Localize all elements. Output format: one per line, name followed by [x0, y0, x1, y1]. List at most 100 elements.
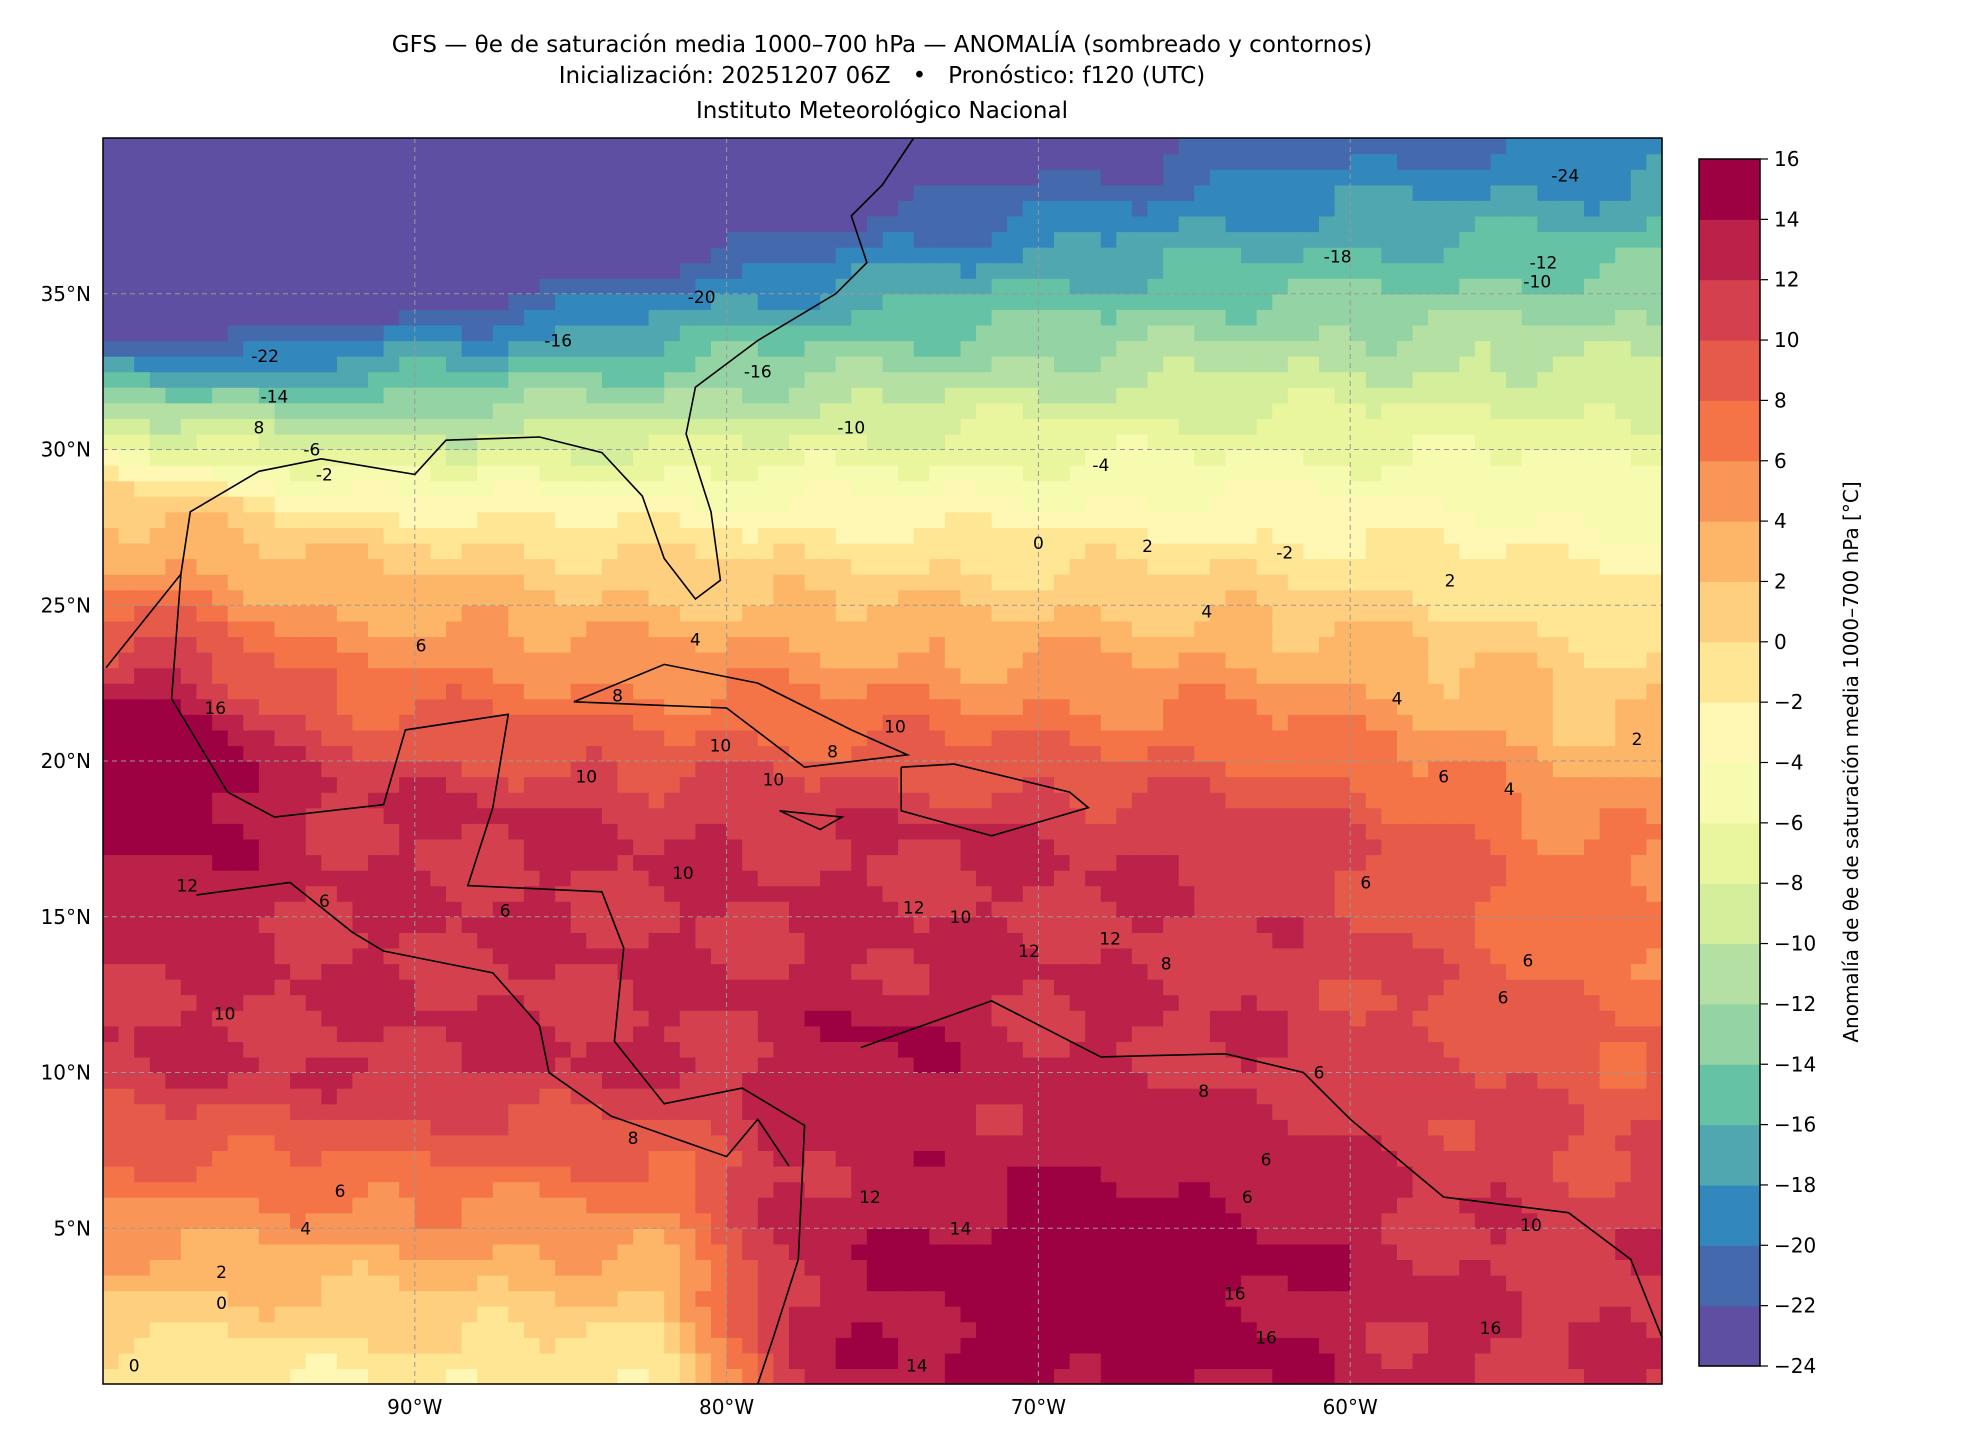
chart-title: GFS — θe de saturación media 1000–700 hP… [391, 32, 1373, 58]
field-cell [134, 652, 151, 669]
field-cell [399, 169, 416, 186]
field-cell [742, 776, 759, 793]
field-cell [1022, 916, 1039, 933]
field-cell [508, 153, 525, 170]
field-cell [991, 667, 1008, 684]
field-cell [477, 729, 494, 747]
field-cell [414, 1243, 431, 1260]
field-cell [555, 807, 572, 824]
field-cell [711, 979, 728, 996]
field-cell [991, 558, 1008, 575]
field-cell [414, 1025, 431, 1042]
field-cell [617, 480, 634, 497]
field-cell [336, 278, 354, 295]
field-cell [617, 636, 634, 653]
field-cell [1038, 823, 1055, 840]
field-cell [336, 745, 354, 762]
field-cell [742, 1010, 759, 1027]
field-cell [617, 1212, 634, 1229]
field-cell [290, 636, 307, 653]
field-cell [103, 324, 120, 342]
field-cell [227, 745, 244, 762]
field-cell [664, 231, 681, 248]
field-cell [960, 1150, 977, 1167]
field-cell [118, 1306, 135, 1323]
field-cell [851, 979, 868, 996]
field-cell [944, 1368, 962, 1385]
field-cell [165, 1010, 182, 1027]
field-cell [446, 371, 463, 388]
field-cell [103, 885, 120, 902]
field-cell [368, 184, 385, 201]
field-cell [866, 262, 884, 279]
field-cell [134, 558, 151, 575]
field-cell [461, 1321, 478, 1338]
field-cell [976, 1088, 993, 1105]
field-cell [929, 138, 946, 155]
field-cell [508, 1259, 525, 1276]
field-cell [851, 994, 868, 1011]
field-cell [898, 1010, 915, 1027]
field-cell [851, 1072, 868, 1089]
field-cell [991, 153, 1008, 170]
field-cell [804, 200, 821, 217]
field-cell [477, 247, 494, 264]
field-cell [477, 418, 494, 435]
field-cell [321, 1321, 338, 1338]
field-cell [773, 1119, 790, 1136]
field-cell [149, 356, 166, 373]
field-cell [617, 1103, 634, 1120]
field-cell [866, 465, 884, 482]
field-cell [711, 169, 728, 186]
field-cell [835, 433, 852, 451]
field-cell [227, 449, 244, 466]
field-cell [539, 200, 556, 217]
field-cell [726, 1166, 743, 1183]
field-cell [1022, 247, 1039, 264]
field-cell [305, 1352, 322, 1369]
field-cell [196, 652, 213, 669]
field-cell [664, 262, 681, 279]
field-cell [383, 729, 400, 747]
field-cell [960, 667, 977, 684]
field-cell [149, 1243, 166, 1260]
field-cell [976, 620, 993, 637]
field-cell [508, 683, 525, 700]
field-cell [944, 792, 962, 809]
field-cell [726, 1243, 743, 1260]
field-cell [399, 963, 416, 980]
field-cell [789, 963, 806, 980]
field-cell [134, 729, 151, 747]
field-cell [1054, 838, 1071, 856]
field-cell [290, 1166, 307, 1183]
field-cell [134, 1290, 151, 1307]
field-cell [789, 745, 806, 762]
field-cell [633, 542, 650, 560]
field-cell [383, 387, 400, 404]
field-cell [617, 1290, 634, 1307]
field-cell [913, 1321, 930, 1338]
field-cell [835, 636, 852, 653]
field-cell [243, 729, 260, 747]
field-cell [601, 1119, 619, 1136]
field-cell [321, 589, 338, 606]
field-cell [461, 620, 478, 637]
field-cell [383, 885, 400, 902]
field-cell [399, 745, 416, 762]
field-cell [258, 714, 276, 731]
field-cell [664, 792, 681, 809]
field-cell [305, 667, 322, 684]
field-cell [1007, 1352, 1024, 1369]
field-cell [960, 418, 977, 435]
field-cell [617, 979, 634, 996]
field-cell [944, 433, 962, 451]
field-cell [446, 574, 463, 591]
field-cell [508, 1352, 525, 1369]
field-cell [633, 885, 650, 902]
field-cell [477, 1197, 494, 1214]
field-cell [336, 1275, 354, 1292]
field-cell [866, 714, 884, 731]
field-cell [1022, 1243, 1039, 1260]
field-cell [851, 527, 868, 544]
field-cell [243, 138, 260, 155]
